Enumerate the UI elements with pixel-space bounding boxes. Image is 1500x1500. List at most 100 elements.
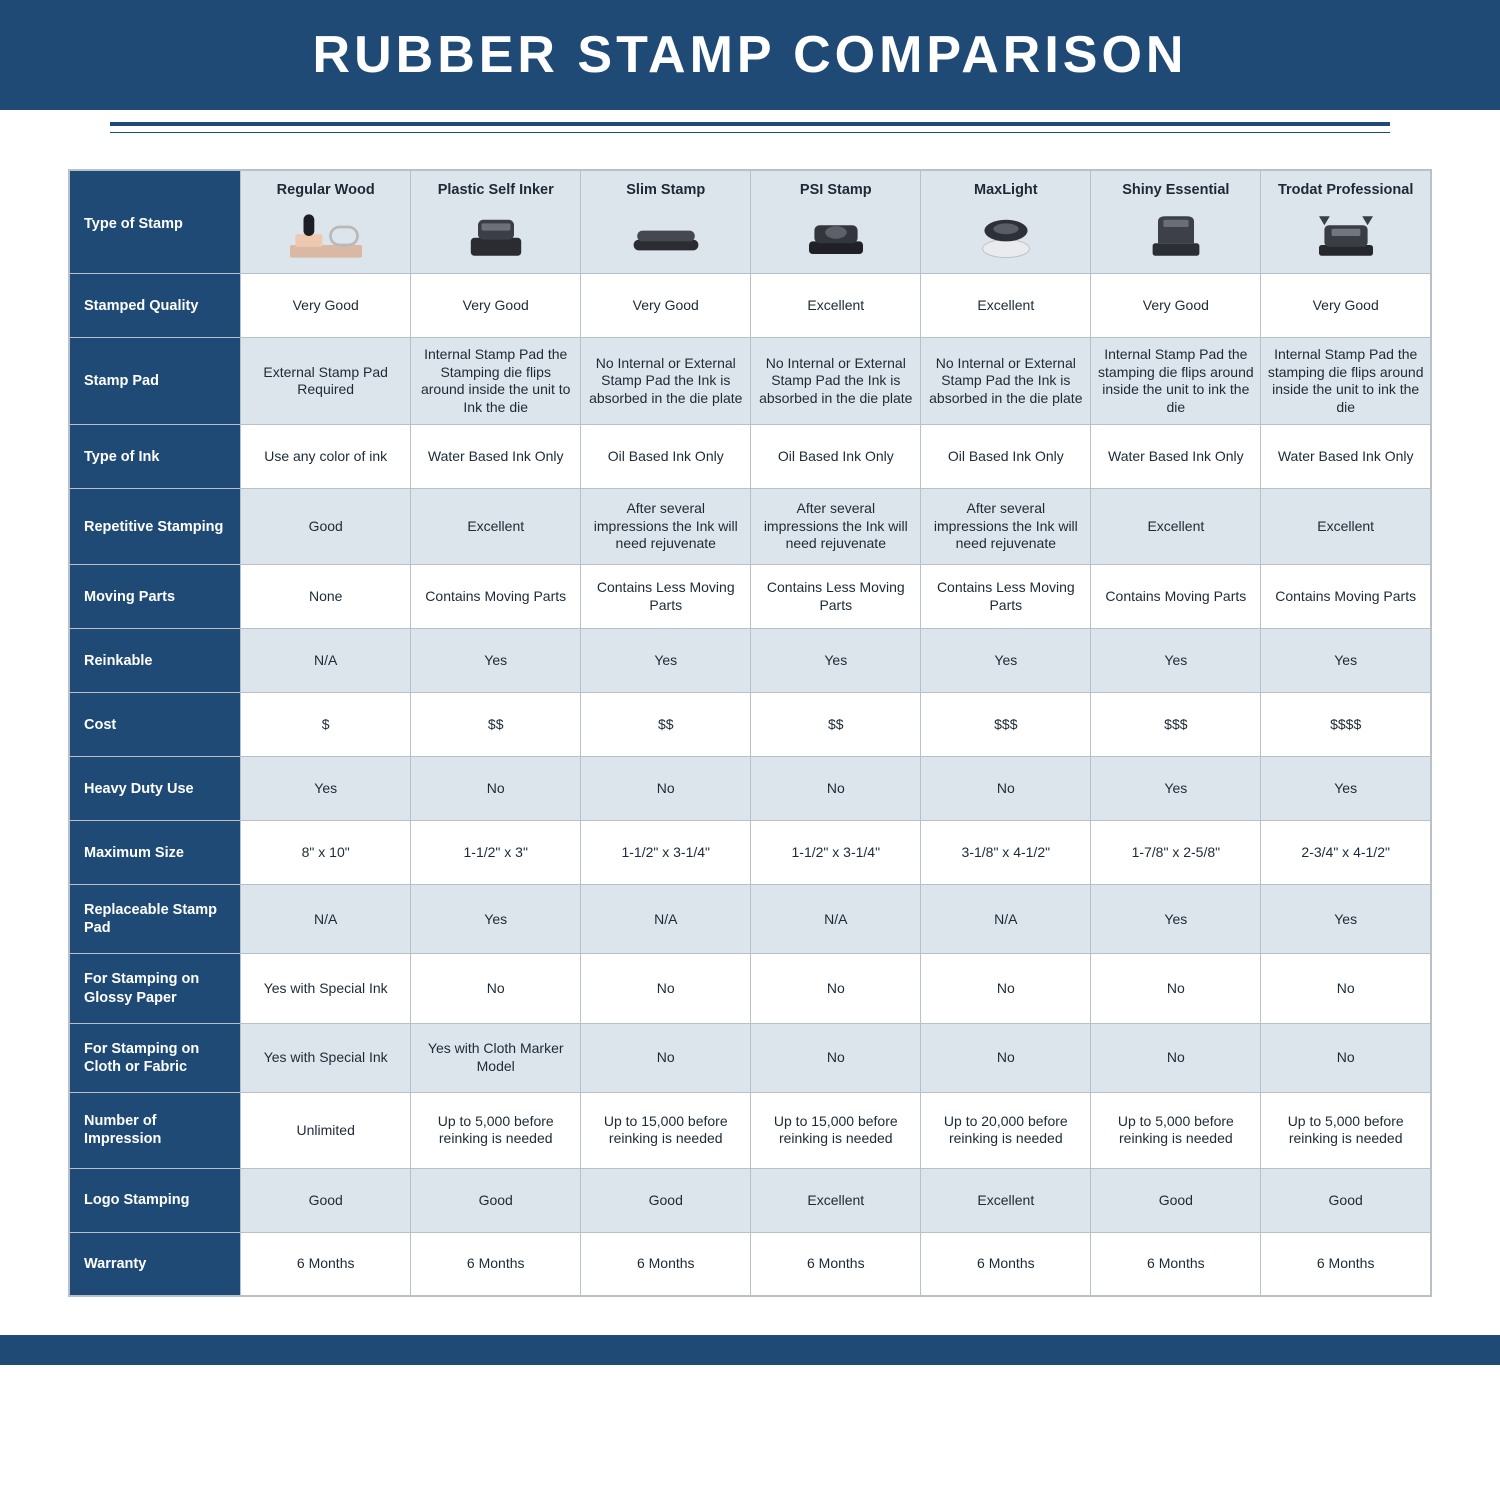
- table-cell: 6 Months: [751, 1232, 921, 1296]
- table-cell: None: [241, 565, 411, 629]
- col-header: PSI Stamp: [751, 170, 921, 274]
- col-label: MaxLight: [927, 181, 1084, 199]
- page-title: RUBBER STAMP COMPARISON: [313, 25, 1188, 85]
- table-cell: 6 Months: [921, 1232, 1091, 1296]
- table-cell: No Internal or External Stamp Pad the In…: [751, 338, 921, 425]
- table-cell: 8" x 10": [241, 821, 411, 885]
- table-cell: 6 Months: [1261, 1232, 1431, 1296]
- table-cell: Up to 5,000 before reinking is needed: [1091, 1092, 1261, 1168]
- col-header: Slim Stamp: [581, 170, 751, 274]
- row-label: Type of Ink: [69, 425, 241, 489]
- stamp-image-maxlight: [927, 205, 1084, 267]
- corner-label: Type of Stamp: [84, 216, 183, 232]
- table-cell: 1-1/2" x 3-1/4": [751, 821, 921, 885]
- table-cell: Excellent: [1261, 489, 1431, 565]
- table-cell: Excellent: [411, 489, 581, 565]
- table-cell: Up to 5,000 before reinking is needed: [1261, 1092, 1431, 1168]
- table-row: Number of ImpressionUnlimitedUp to 5,000…: [69, 1092, 1431, 1168]
- table-cell: Up to 15,000 before reinking is needed: [581, 1092, 751, 1168]
- table-cell: Yes: [751, 629, 921, 693]
- table-cell: Yes: [1091, 885, 1261, 954]
- table-cell: Water Based Ink Only: [1091, 425, 1261, 489]
- table-row: Moving PartsNoneContains Moving PartsCon…: [69, 565, 1431, 629]
- table-cell: N/A: [241, 885, 411, 954]
- table-cell: Up to 20,000 before reinking is needed: [921, 1092, 1091, 1168]
- table-cell: After several impressions the Ink will n…: [581, 489, 751, 565]
- table-cell: Good: [581, 1168, 751, 1232]
- table-cell: Oil Based Ink Only: [751, 425, 921, 489]
- table-cell: Internal Stamp Pad the Stamping die flip…: [411, 338, 581, 425]
- table-cell: Use any color of ink: [241, 425, 411, 489]
- table-cell: Good: [1261, 1168, 1431, 1232]
- table-cell: 2-3/4" x 4-1/2": [1261, 821, 1431, 885]
- stamp-image-plastic-self-inker: [417, 205, 574, 267]
- row-label: For Stamping on Cloth or Fabric: [69, 1023, 241, 1092]
- table-cell: N/A: [581, 885, 751, 954]
- table-cell: Oil Based Ink Only: [581, 425, 751, 489]
- stamp-image-psi-stamp: [757, 205, 914, 267]
- col-label: Slim Stamp: [587, 181, 744, 199]
- stamp-image-regular-wood: [247, 205, 404, 267]
- table-cell: 6 Months: [581, 1232, 751, 1296]
- col-label: Regular Wood: [247, 181, 404, 199]
- stamp-icon: [791, 208, 881, 264]
- col-header: Trodat Professional: [1261, 170, 1431, 274]
- table-cell: Yes: [581, 629, 751, 693]
- table-cell: Excellent: [921, 274, 1091, 338]
- table-cell: Excellent: [1091, 489, 1261, 565]
- table-cell: $: [241, 693, 411, 757]
- table-body: Stamped QualityVery GoodVery GoodVery Go…: [69, 274, 1431, 1297]
- col-header: MaxLight: [921, 170, 1091, 274]
- table-cell: No: [921, 1023, 1091, 1092]
- table-cell: Water Based Ink Only: [411, 425, 581, 489]
- table-cell: No: [1091, 1023, 1261, 1092]
- stamp-icon: [621, 208, 711, 264]
- table-row: Type of InkUse any color of inkWater Bas…: [69, 425, 1431, 489]
- table-header-row: Type of Stamp Regular Wood: [69, 170, 1431, 274]
- footer-bar: [0, 1335, 1500, 1365]
- table-cell: Contains Moving Parts: [411, 565, 581, 629]
- table-cell: $$: [581, 693, 751, 757]
- row-label: Cost: [69, 693, 241, 757]
- table-cell: Yes with Special Ink: [241, 954, 411, 1023]
- table-cell: No: [411, 954, 581, 1023]
- table-cell: After several impressions the Ink will n…: [921, 489, 1091, 565]
- col-header: Plastic Self Inker: [411, 170, 581, 274]
- table-cell: External Stamp Pad Required: [241, 338, 411, 425]
- table-cell: Yes: [1091, 757, 1261, 821]
- table-cell: 1-1/2" x 3": [411, 821, 581, 885]
- table-cell: Yes: [921, 629, 1091, 693]
- table-cell: Contains Less Moving Parts: [921, 565, 1091, 629]
- corner-cell: Type of Stamp: [69, 170, 241, 274]
- table-row: Cost$$$$$$$$$$$$$$$$$: [69, 693, 1431, 757]
- divider-thin: [110, 132, 1390, 133]
- table-cell: N/A: [241, 629, 411, 693]
- table-cell: Contains Less Moving Parts: [751, 565, 921, 629]
- table-cell: Yes: [1091, 629, 1261, 693]
- row-label: Heavy Duty Use: [69, 757, 241, 821]
- table-cell: No: [581, 954, 751, 1023]
- table-cell: Very Good: [1091, 274, 1261, 338]
- col-label: Trodat Professional: [1267, 181, 1424, 199]
- table-cell: Internal Stamp Pad the stamping die flip…: [1261, 338, 1431, 425]
- table-cell: Contains Less Moving Parts: [581, 565, 751, 629]
- table-cell: Good: [411, 1168, 581, 1232]
- table-cell: Yes with Special Ink: [241, 1023, 411, 1092]
- table-row: Repetitive StampingGoodExcellentAfter se…: [69, 489, 1431, 565]
- table-cell: Yes: [1261, 629, 1431, 693]
- row-label: Moving Parts: [69, 565, 241, 629]
- stamp-icon: [961, 208, 1051, 264]
- table-cell: Yes: [241, 757, 411, 821]
- table-cell: No: [411, 757, 581, 821]
- table-cell: No Internal or External Stamp Pad the In…: [921, 338, 1091, 425]
- table-cell: 6 Months: [241, 1232, 411, 1296]
- table-cell: 3-1/8" x 4-1/2": [921, 821, 1091, 885]
- table-cell: Yes with Cloth Marker Model: [411, 1023, 581, 1092]
- title-bar: RUBBER STAMP COMPARISON: [0, 0, 1500, 110]
- stamp-icon: [451, 208, 541, 264]
- table-cell: 1-1/2" x 3-1/4": [581, 821, 751, 885]
- row-label: Stamped Quality: [69, 274, 241, 338]
- divider-thick: [110, 122, 1390, 126]
- table-cell: 6 Months: [1091, 1232, 1261, 1296]
- row-label: Repetitive Stamping: [69, 489, 241, 565]
